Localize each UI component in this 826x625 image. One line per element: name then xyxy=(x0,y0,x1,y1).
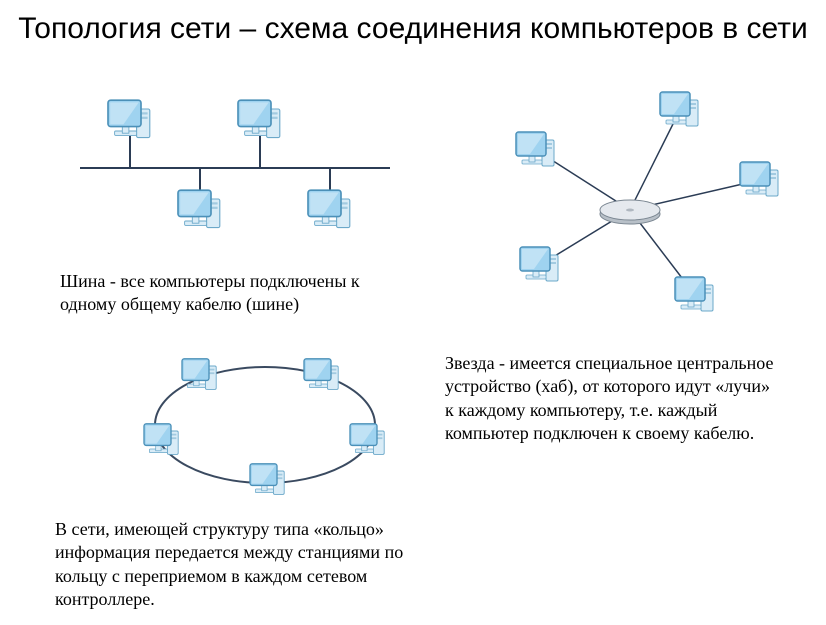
bus-node-3 xyxy=(308,190,350,227)
star-topology-diagram xyxy=(450,85,810,340)
star-node-0 xyxy=(516,132,554,166)
bus-node-0 xyxy=(108,100,150,137)
hub-icon xyxy=(600,200,660,224)
ring-node-2 xyxy=(350,424,384,455)
bus-node-1 xyxy=(238,100,280,137)
star-node-4 xyxy=(520,247,558,281)
ring-description: В сети, имеющей структуру типа «кольцо» … xyxy=(55,518,440,612)
ring-topology-diagram xyxy=(140,340,390,505)
ring-node-0 xyxy=(182,359,216,390)
star-node-2 xyxy=(740,162,778,196)
ring-node-3 xyxy=(250,464,284,495)
star-node-1 xyxy=(660,92,698,126)
ring-node-4 xyxy=(144,424,178,455)
page-title: Топология сети – схема соединения компью… xyxy=(0,10,826,48)
bus-topology-diagram xyxy=(70,98,420,268)
ring-node-1 xyxy=(304,359,338,390)
star-description: Звезда - имеется специальное центральное… xyxy=(445,352,780,446)
bus-description: Шина - все компьютеры подключены к одном… xyxy=(60,270,410,317)
bus-node-2 xyxy=(178,190,220,227)
star-node-3 xyxy=(675,277,713,311)
